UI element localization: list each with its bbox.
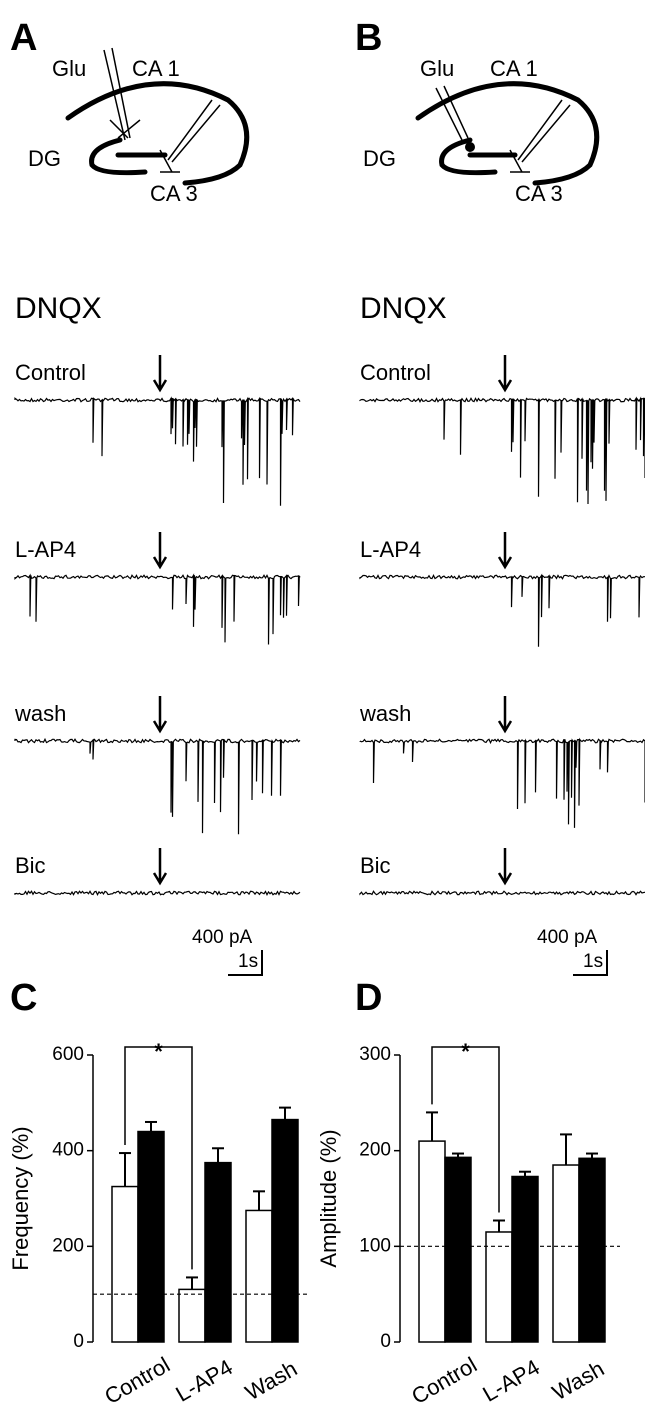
bar: [578, 1157, 606, 1343]
diagram-b: [415, 81, 600, 186]
significance-bracket: [124, 1046, 193, 1270]
y-tick-label: 0: [73, 1331, 84, 1352]
arrow: [152, 696, 168, 734]
arrow: [497, 532, 513, 570]
panel-letter: B: [355, 17, 382, 59]
arrow: [152, 355, 168, 393]
diagram-label: Glu: [420, 56, 454, 81]
y-tick-label: 100: [359, 1235, 391, 1256]
current-trace: [359, 890, 645, 896]
trace-label: Bic: [360, 853, 391, 878]
diagram-label: DG: [363, 146, 396, 171]
pipettes: [103, 47, 221, 163]
pipettes: [435, 85, 571, 163]
scale-current: 400 pA: [537, 927, 598, 948]
arrow: [497, 696, 513, 734]
diagram-label: Glu: [52, 56, 86, 81]
y-tick-label: 200: [359, 1140, 391, 1161]
current-trace: [14, 890, 301, 897]
drug-label: DNQX: [360, 292, 447, 325]
arrow: [497, 848, 513, 886]
arrow: [152, 532, 168, 570]
bar: [511, 1175, 539, 1343]
dg-shape: [89, 137, 148, 176]
significance-star: *: [154, 1039, 163, 1064]
x-tick-label: Wash: [241, 1356, 301, 1405]
scale-time: 1s: [583, 951, 603, 972]
diagram-label: CA 3: [150, 181, 198, 206]
y-axis-title: Amplitude (%): [316, 1129, 341, 1267]
arrow: [497, 355, 513, 393]
significance-bracket: [431, 1046, 500, 1213]
granule-cell: [465, 142, 475, 152]
significance-star: *: [461, 1039, 470, 1064]
y-tick-label: 200: [52, 1235, 84, 1256]
bar: [444, 1156, 472, 1343]
panel-letter: A: [10, 17, 37, 59]
bar: [418, 1140, 446, 1343]
y-tick-label: 400: [52, 1140, 84, 1161]
current-trace: [359, 396, 645, 505]
bar: [552, 1164, 580, 1343]
scale-bar: [573, 950, 608, 976]
trace-label: wash: [359, 701, 411, 726]
diagram-label: DG: [28, 146, 61, 171]
y-tick-label: 300: [359, 1044, 391, 1065]
current-trace: [359, 737, 645, 828]
ca1-arc: [415, 81, 600, 186]
x-tick-label: Wash: [548, 1356, 608, 1405]
scale-time: 1s: [238, 951, 258, 972]
bar: [204, 1161, 232, 1343]
diagram-label: CA 3: [515, 181, 563, 206]
x-tick-label: L-AP4: [171, 1354, 236, 1406]
x-tick-label: Control: [100, 1352, 174, 1409]
scale-current: 400 pA: [192, 927, 253, 948]
bar: [245, 1209, 273, 1343]
scale-bar: [228, 950, 263, 976]
arrow: [152, 848, 168, 886]
diagram-label: CA 1: [132, 56, 180, 81]
neurons: [109, 119, 180, 173]
current-trace: [14, 396, 301, 506]
bar: [111, 1185, 139, 1343]
y-axis-title: Frequency (%): [8, 1126, 33, 1270]
panel-letter: C: [10, 977, 37, 1019]
y-tick-label: 0: [380, 1331, 391, 1352]
y-tick-label: 600: [52, 1044, 84, 1065]
trace-label: Bic: [15, 853, 46, 878]
diagram-a: [65, 47, 250, 186]
bar: [485, 1231, 513, 1343]
x-tick-label: L-AP4: [478, 1354, 543, 1406]
trace-label: L-AP4: [15, 537, 76, 562]
trace-label: L-AP4: [360, 537, 421, 562]
bar: [178, 1288, 206, 1343]
drug-label: DNQX: [15, 292, 102, 325]
trace-label: Control: [15, 360, 86, 385]
panel-letter: D: [355, 977, 382, 1019]
trace-label: wash: [14, 701, 66, 726]
current-trace: [14, 737, 301, 835]
bar: [137, 1130, 165, 1343]
bar: [271, 1118, 299, 1343]
neurons: [509, 149, 530, 173]
ca1-arc: [65, 81, 250, 186]
current-trace: [359, 573, 645, 647]
trace-label: Control: [360, 360, 431, 385]
current-trace: [14, 573, 301, 645]
x-tick-label: Control: [407, 1352, 481, 1409]
diagram-label: CA 1: [490, 56, 538, 81]
dg-shape: [439, 137, 498, 176]
